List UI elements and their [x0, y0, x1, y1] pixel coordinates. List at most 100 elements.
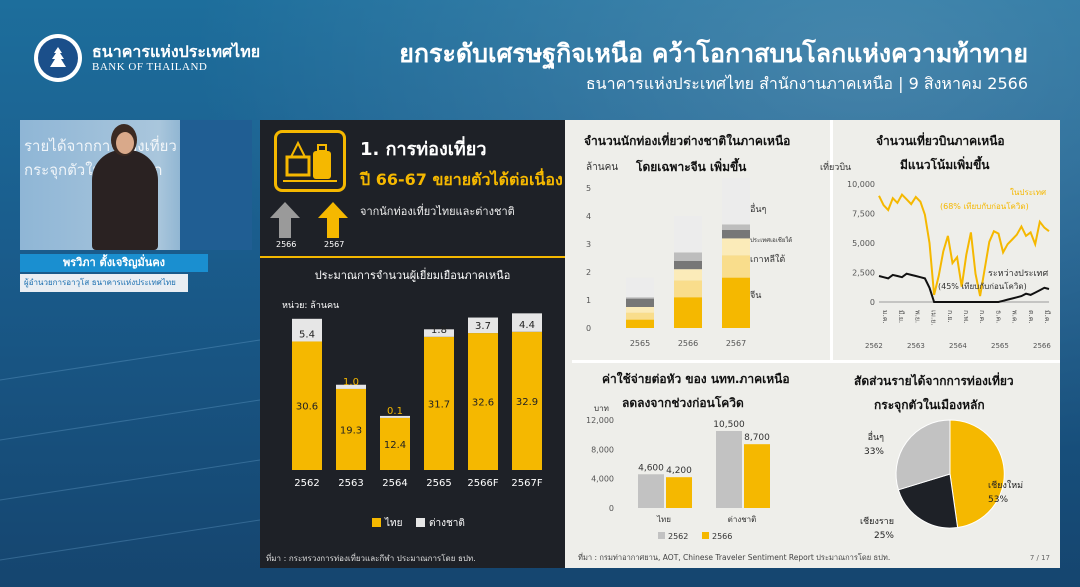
bar-2567-seg-3 — [722, 230, 750, 239]
spending-title: ค่าใช้จ่ายต่อหัว ของ นทท.ภาคเหนือ — [602, 372, 790, 386]
bar-2566-seg-0 — [674, 297, 702, 328]
xtick-10: มี.ค. — [1043, 310, 1051, 324]
foreign-tourist-subtitle: โดยเฉพาะจีน เพิ่มขึ้น — [636, 160, 747, 174]
revenue-pie-chart: เชียงใหม่ 53% เชียงราย 25% อื่นๆ 33% — [860, 419, 1023, 541]
bar-thai-2566F — [468, 333, 498, 470]
bar-2566-seg-1 — [674, 280, 702, 298]
bar-2567-seg-2 — [722, 238, 750, 256]
visitor-bar-chart: 30.6 5.4 2562 19.3 1.0 2563 12.4 0.1 2564 31.7 1.8… — [292, 313, 543, 529]
label-foreign-2565: 1.8 — [431, 325, 447, 336]
tourism-panel: 1. การท่องเที่ยว ปี 66-67 ขยายตัวได้ต่อเ… — [260, 120, 565, 568]
value-thai-2562: 4,600 — [638, 463, 664, 473]
flight-domestic-pct: (68% เทียบกับก่อนโควิด) — [940, 202, 1029, 211]
ytick-10000: 10,000 — [847, 180, 875, 189]
xtick-2563: 2563 — [338, 478, 363, 489]
video-backdrop-screen — [180, 120, 252, 250]
legend-thai-swatch — [372, 518, 381, 527]
bar-foreign-2562 — [716, 431, 742, 508]
value-foreign-2562: 10,500 — [713, 420, 745, 430]
legend-thai-label: ไทย — [384, 517, 402, 529]
bar-thai-2563 — [336, 388, 366, 470]
bar-2565-seg-4 — [626, 297, 654, 299]
xtick-9: ต.ค. — [1027, 310, 1035, 324]
ytick-0: 0 — [586, 324, 591, 333]
bar-2565-seg-2 — [626, 307, 654, 313]
label-foreign-2564: 0.1 — [387, 406, 403, 417]
background-pattern — [0, 339, 260, 561]
year-label-2564: 2564 — [949, 342, 967, 350]
year-label-2565: 2565 — [991, 342, 1009, 350]
xtick-2: พ.ย. — [913, 310, 921, 323]
panel-divider-horizontal — [572, 360, 1060, 363]
xtick-1: มี.ย. — [897, 310, 905, 323]
ytick-8000: 8,000 — [591, 445, 614, 454]
bot-logo — [34, 34, 82, 82]
xtick-4: ก.ย. — [946, 310, 954, 323]
panel-divider-vertical — [830, 120, 833, 360]
label-foreign-2566F: 3.7 — [475, 321, 491, 332]
xtick-2567F: 2567F — [511, 478, 542, 489]
arrow-year-2567: 2567 — [324, 240, 345, 249]
speaker-org: ผู้อำนวยการอาวุโส ธนาคารแห่งประเทศไทย — [20, 274, 188, 292]
section-subtitle: ปี 66-67 ขยายตัวได้ต่อเนื่อง — [360, 170, 563, 189]
xtick-2564: 2564 — [382, 478, 407, 489]
foreign-tourist-title: จำนวนนักท่องเที่ยวต่างชาติในภาคเหนือ — [584, 134, 791, 148]
pie-label-0: เชียงใหม่ — [988, 480, 1023, 491]
xtick-8: พ.ค. — [1011, 310, 1019, 324]
bar-foreign-2567F — [512, 313, 542, 332]
presentation-slide: 1. การท่องเที่ยว ปี 66-67 ขยายตัวได้ต่อเ… — [260, 120, 1060, 568]
foreign-tourist-chart: 0 1 2 3 4 5 2565 2566 2567 อื่นๆประเทศเอเชียใต้เก… — [586, 178, 792, 348]
visitor-chart-unit: หน่วย: ล้านคน — [282, 301, 340, 311]
xtick-2565: 2565 — [630, 339, 650, 348]
bar-2567-seg-0 — [722, 277, 750, 328]
bar-foreign-2562 — [292, 318, 322, 342]
flight-line-chart: 0 2,500 5,000 7,500 10,000 ม.ค. มี.ย. พ.ย. เม.ย.… — [847, 180, 1051, 350]
legend-foreign-label: ต่างชาติ — [429, 518, 465, 529]
flight-domestic-label: ในประเทศ — [1010, 188, 1047, 197]
speaker-face — [116, 132, 134, 154]
bar-2566-seg-5 — [674, 216, 702, 253]
bar-2566-seg-4 — [674, 252, 702, 261]
revenue-share-subtitle: กระจุกตัวในเมืองหลัก — [874, 398, 985, 412]
label-thai-2563: 19.3 — [340, 425, 362, 436]
page-number: 7 / 17 — [1029, 554, 1050, 562]
section-title: 1. การท่องเที่ยว — [360, 139, 487, 160]
ytick-1: 1 — [586, 296, 591, 305]
bar-2566-seg-3 — [674, 260, 702, 270]
series-label-1: ประเทศเอเชียใต้ — [750, 236, 792, 244]
luggage-icon — [274, 130, 346, 192]
bar-2565-seg-0 — [626, 319, 654, 328]
flight-intl-label: ระหว่างประเทศ — [988, 269, 1049, 279]
legend-foreign-swatch — [416, 518, 425, 527]
bar-thai-2566 — [666, 477, 692, 508]
xtick-2562: 2562 — [294, 478, 319, 489]
bar-thai-2562 — [292, 341, 322, 470]
ytick-0: 0 — [609, 504, 614, 513]
arrow-year-2566: 2566 — [276, 240, 297, 249]
bar-foreign-2566 — [744, 444, 770, 508]
source-left: ที่มา : กระทรวงการท่องเที่ยวและกีฬา ประม… — [266, 554, 476, 563]
ytick-2: 2 — [586, 268, 591, 277]
bar-2565-seg-1 — [626, 312, 654, 320]
xtick-7: ธ.ค. — [994, 310, 1002, 323]
spending-bar-chart: 0 4,000 8,000 12,000 4,600 4,200 ไทย 10,500 8,70… — [586, 416, 770, 541]
legend-label-2566: 2566 — [712, 532, 732, 541]
xtick-foreign: ต่างชาติ — [728, 515, 757, 524]
bar-foreign-2563 — [336, 384, 366, 389]
source-right: ที่มา : กรมท่าอากาศยาน, AOT, Chinese Tra… — [578, 553, 891, 562]
bar-2567-seg-4 — [722, 224, 750, 230]
section-divider — [260, 256, 565, 258]
pie-value-2: 33% — [864, 447, 884, 457]
brand-name-en: BANK OF THAILAND — [92, 61, 208, 73]
line-series-1 — [878, 272, 1050, 303]
pie-value-1: 25% — [874, 531, 894, 541]
pie-label-2: อื่นๆ — [868, 430, 885, 443]
ytick-4: 4 — [586, 212, 591, 221]
pie-slice-2 — [895, 419, 951, 491]
label-thai-2567F: 32.9 — [516, 397, 538, 408]
label-thai-2562: 30.6 — [296, 402, 318, 413]
spending-subtitle: ลดลงจากช่วงก่อนโควิด — [622, 396, 744, 410]
up-arrow-yellow-icon — [318, 202, 348, 238]
xtick-2565: 2565 — [426, 478, 451, 489]
xtick-5: ก.พ. — [962, 310, 970, 323]
